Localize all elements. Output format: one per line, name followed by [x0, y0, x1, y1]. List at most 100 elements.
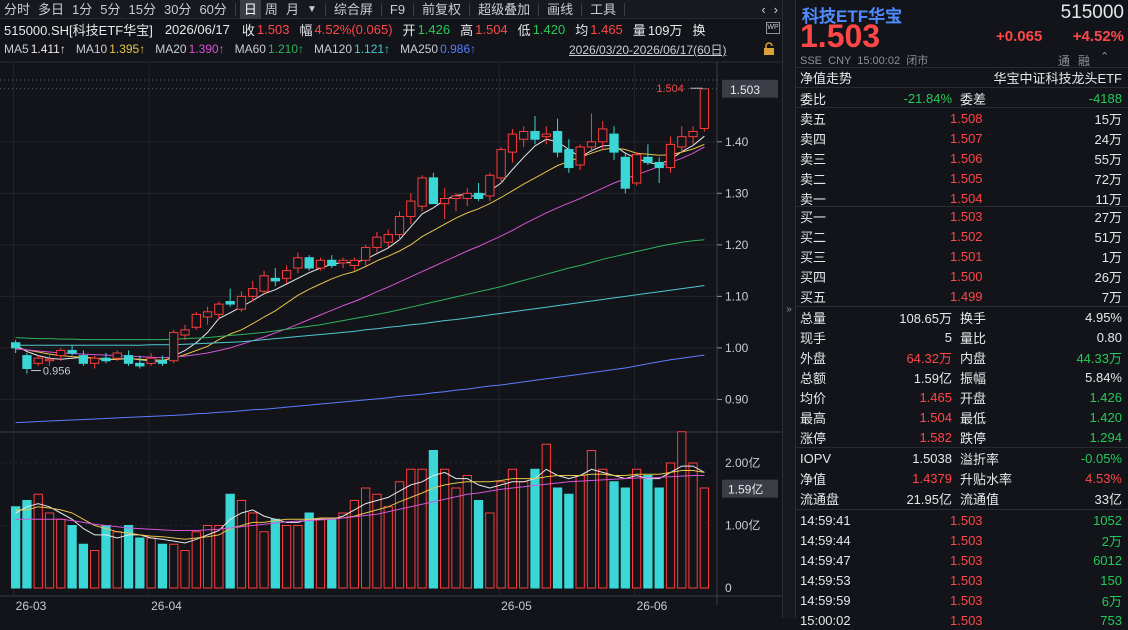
- tick-row[interactable]: 15:00:02 1.503 753: [800, 610, 1122, 630]
- ma-line-ma60: [15, 239, 705, 341]
- bids-label: 买五: [800, 289, 827, 305]
- tab-9[interactable]: 月: [285, 1, 299, 17]
- candle-body: [440, 197, 450, 205]
- kline-chart[interactable]: 1.40 1.30 1.20 1.10 1.00 0.90 26-03 26-04 26-05 2…: [0, 60, 782, 618]
- nav-trend-row[interactable]: 净值走势 华宝中证科技龙头ETF: [800, 67, 1122, 87]
- date-range-label[interactable]: 2026/03/20-2026/06/17(60日): [569, 43, 727, 57]
- ma-legend: MA5 1.411↑ MA10 1.395↑ MA20 1.390↑ MA60 1.210↑ M…: [4, 41, 478, 56]
- tab-1[interactable]: 多日: [38, 1, 65, 17]
- tick-row[interactable]: 14:59:41 1.503 1052: [800, 510, 1122, 530]
- tab-5[interactable]: 30分: [163, 1, 192, 17]
- iopv-value: 1.5038: [912, 450, 952, 466]
- volume-bar: [361, 487, 371, 589]
- volume-bar: [496, 481, 506, 589]
- nav-next-button[interactable]: ›: [773, 1, 778, 17]
- high-value: 1.504: [475, 21, 508, 37]
- tab-2[interactable]: 1分: [72, 1, 93, 17]
- asks-volume: 11万: [1095, 191, 1123, 207]
- candle-body: [56, 349, 66, 357]
- tab-8[interactable]: 周: [264, 1, 278, 17]
- bids-row[interactable]: 买三 1.501 1万: [800, 246, 1122, 266]
- tab-3[interactable]: 5分: [100, 1, 121, 17]
- last-price-tag-label: 1.503: [730, 83, 760, 97]
- x-tick-label: 26-03: [16, 599, 47, 613]
- candle-body: [688, 131, 698, 138]
- ma-label-ma120[interactable]: MA120: [314, 41, 353, 56]
- candle-body: [631, 154, 642, 184]
- volume-bar: [552, 487, 563, 589]
- tool-button-3[interactable]: 超级叠加: [478, 1, 531, 17]
- candle-body: [281, 270, 292, 279]
- stats-row: 外盘 64.32万 内盘 44.33万: [800, 347, 1122, 367]
- stats-value: 1.582: [919, 429, 952, 445]
- toolbar-divider: [324, 2, 326, 16]
- tool-button-1[interactable]: F9: [389, 1, 406, 17]
- tick-row[interactable]: 14:59:44 1.503 2万: [800, 530, 1122, 550]
- asks-row[interactable]: 卖四 1.507 24万: [800, 128, 1122, 148]
- chevron-down-icon[interactable]: ▼: [306, 3, 317, 15]
- candle-body: [665, 143, 676, 169]
- volume-bar: [598, 468, 608, 589]
- stats-value: 0.80: [1096, 329, 1122, 345]
- tool-button-0[interactable]: 综合屏: [333, 1, 373, 17]
- volume-bar: [654, 487, 664, 589]
- ma-line-ma20: [15, 146, 705, 359]
- ma-label-ma20[interactable]: MA20: [155, 41, 187, 56]
- nav-prev-button[interactable]: ‹: [761, 1, 766, 17]
- candle-body: [293, 257, 303, 269]
- ma-label-ma250[interactable]: MA250: [400, 41, 439, 56]
- quote-panel: 科技ETF华宝 515000 1.503 +0.065 +4.52% SSE C…: [796, 0, 1128, 628]
- tick-row[interactable]: 14:59:47 1.503 6012: [800, 550, 1122, 570]
- bids-row[interactable]: 买二 1.502 51万: [800, 226, 1122, 246]
- ma-label-ma5[interactable]: MA5: [4, 41, 29, 56]
- chevron-right-icon[interactable]: »: [786, 303, 792, 315]
- stats-label: 均价: [800, 390, 827, 406]
- tab-4[interactable]: 15分: [128, 1, 156, 17]
- stats-value: 5: [944, 329, 952, 345]
- stats-value: 1.420: [1089, 409, 1122, 425]
- bids-volume: 1万: [1101, 249, 1122, 265]
- tab-0[interactable]: 分时: [4, 1, 31, 17]
- wp-icon[interactable]: WP: [766, 22, 780, 34]
- x-tick-label: 26-06: [637, 599, 668, 613]
- ma-value-ma120: 1.121↑: [354, 41, 391, 56]
- asks-row[interactable]: 卖二 1.505 72万: [800, 168, 1122, 188]
- stats-row: 最高 1.504 最低 1.420: [800, 407, 1122, 427]
- candle-body: [270, 277, 280, 282]
- iopv-value: 1.4379: [912, 470, 952, 486]
- asks-row[interactable]: 卖三 1.506 55万: [800, 148, 1122, 168]
- chevron-up-icon[interactable]: ⌃: [1100, 51, 1110, 63]
- ma-label-ma10[interactable]: MA10: [75, 41, 108, 56]
- tool-button-4[interactable]: 画线: [547, 1, 574, 17]
- bids-price: 1.501: [950, 248, 983, 264]
- panel-collapse-handle[interactable]: »: [782, 0, 796, 618]
- volume-bar: [473, 500, 484, 589]
- bids-row[interactable]: 买一 1.503 27万: [800, 206, 1122, 226]
- tab-7[interactable]: 日: [239, 0, 261, 19]
- tab-6[interactable]: 60分: [199, 1, 227, 17]
- tick-row[interactable]: 14:59:59 1.503 6万: [800, 590, 1122, 610]
- tick-row[interactable]: 14:59:53 1.503 150: [800, 570, 1122, 590]
- tool-button-2[interactable]: 前复权: [422, 1, 462, 17]
- y-tick-label: 0.90: [725, 392, 749, 406]
- iopv-label: 流通盘: [800, 491, 840, 507]
- bids-row[interactable]: 买五 1.499 7万: [800, 286, 1122, 306]
- volume-bar: [33, 493, 43, 589]
- bids-volume: 26万: [1094, 269, 1122, 285]
- asks-row[interactable]: 卖五 1.508 15万: [800, 108, 1122, 128]
- volume-bar: [270, 518, 280, 589]
- tool-button-5[interactable]: 工具: [590, 1, 617, 17]
- volume-bar: [620, 487, 630, 589]
- volume-bar: [90, 550, 100, 589]
- candle-body: [552, 131, 563, 153]
- asks-row[interactable]: 卖一 1.504 11万: [800, 188, 1122, 208]
- ma-label-ma60[interactable]: MA60: [234, 41, 266, 56]
- asks-label: 卖一: [800, 191, 827, 207]
- ma-value-ma250: 0.986↑: [440, 41, 477, 56]
- bids-row[interactable]: 买四 1.500 26万: [800, 266, 1122, 286]
- lock-icon[interactable]: [762, 42, 776, 56]
- tick-price: 1.503: [950, 512, 983, 528]
- stats-row: 涨停 1.582 跌停 1.294: [800, 427, 1122, 447]
- candle-body: [90, 357, 100, 364]
- bids-price: 1.502: [950, 228, 983, 244]
